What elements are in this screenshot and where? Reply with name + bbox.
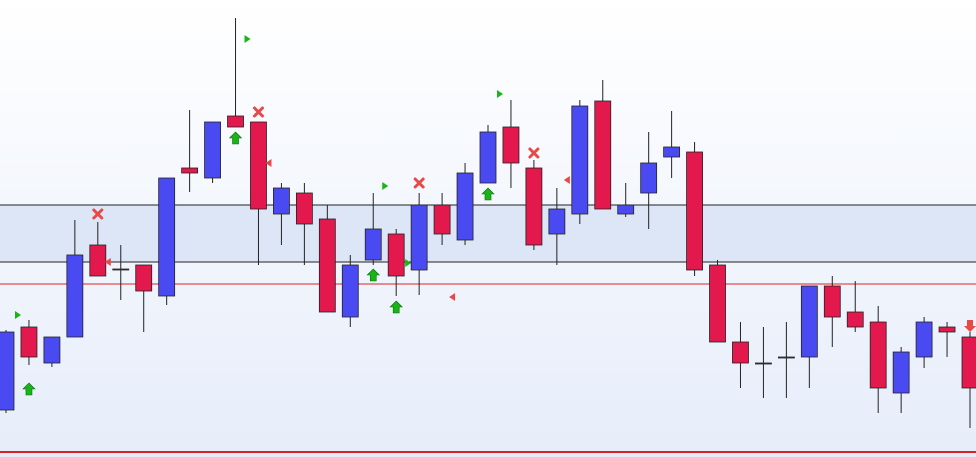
candle-body	[869, 321, 887, 389]
signal-triangle-right	[15, 311, 21, 319]
candle-body	[135, 264, 153, 292]
signal-cross	[92, 208, 104, 220]
candle-body	[525, 167, 543, 246]
candle-body	[0, 331, 15, 411]
candle-body	[295, 192, 313, 225]
candle-body	[823, 285, 841, 318]
candle-body	[227, 115, 244, 128]
candle-body	[250, 121, 267, 210]
candle-body	[663, 146, 681, 158]
signal-cross	[528, 147, 540, 159]
candle-body	[571, 105, 589, 215]
signal-triangle-right	[382, 182, 389, 190]
signal-up-arrow	[481, 187, 495, 201]
candle-body	[686, 151, 703, 271]
signal-up-arrow	[228, 131, 243, 145]
zone	[0, 205, 976, 262]
candle-body	[181, 167, 199, 174]
candle-body	[640, 162, 658, 194]
candle-body	[456, 172, 474, 241]
signal-triangle-left	[449, 293, 456, 301]
signal-triangle-right	[497, 90, 503, 98]
candle-body	[204, 121, 221, 179]
candle-body	[479, 131, 497, 184]
signal-triangle-left	[563, 176, 570, 184]
signal-triangle-right	[405, 259, 412, 267]
candle-body	[961, 336, 976, 389]
candle-body	[89, 244, 107, 277]
candle-body	[800, 285, 818, 358]
candle-body	[410, 204, 428, 271]
candle-body	[755, 362, 772, 365]
candle-body	[617, 204, 635, 215]
signal-cross	[252, 106, 264, 118]
candle-body	[892, 351, 910, 394]
signal-up-arrow	[389, 300, 403, 314]
candle-body	[43, 336, 61, 364]
candle-body	[433, 204, 451, 235]
candle-body	[938, 326, 956, 333]
candle-body	[318, 218, 336, 313]
signal-triangle-right	[244, 35, 251, 43]
candle-body	[273, 187, 290, 215]
candle-body	[112, 268, 130, 271]
candle-body	[709, 264, 726, 343]
signal-triangle-left	[104, 258, 111, 266]
signal-up-arrow	[366, 268, 380, 282]
candle-body	[777, 356, 795, 359]
candle-body	[548, 208, 566, 235]
candle-body	[364, 228, 382, 261]
candle-body	[66, 254, 84, 338]
candle-body	[732, 341, 749, 364]
signal-down-arrow	[964, 320, 976, 332]
candle-body	[594, 100, 612, 210]
candle-body	[158, 177, 176, 297]
candle-body	[915, 321, 933, 358]
candle-body	[387, 233, 405, 277]
candle-body	[502, 126, 520, 164]
candle-body	[341, 264, 359, 318]
signal-cross	[413, 177, 425, 189]
candle-body	[20, 326, 38, 358]
signal-up-arrow	[22, 382, 36, 396]
signal-triangle-left	[265, 159, 272, 167]
candle-body	[846, 311, 864, 328]
